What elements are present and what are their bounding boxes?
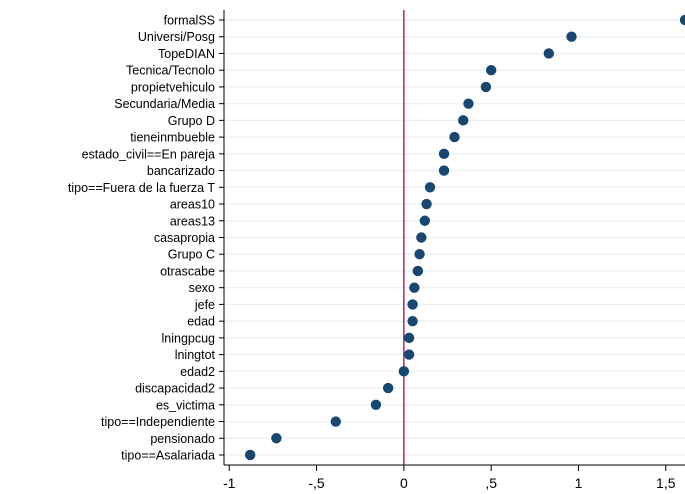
category-label: formalSS: [164, 14, 215, 28]
data-point: [458, 115, 469, 126]
category-label: bancarizado: [147, 164, 215, 178]
category-label: edad: [187, 315, 215, 329]
category-label: tipo==Asalariada: [121, 448, 215, 462]
data-point: [398, 366, 410, 377]
data-point: [566, 31, 577, 42]
data-point: [403, 332, 415, 344]
category-label: tipo==Independiente: [101, 415, 215, 429]
data-point: [412, 265, 424, 277]
data-point: [438, 165, 450, 176]
data-point: [244, 449, 256, 461]
category-label: pensionado: [150, 432, 215, 446]
category-label: Grupo C: [168, 248, 215, 262]
gridlines: [224, 19, 685, 456]
x-tick-label: 1,5: [656, 475, 676, 491]
x-tick-label: 0: [400, 475, 408, 491]
category-label: estado_civil==En pareja: [82, 147, 215, 161]
data-point: [409, 282, 420, 293]
data-point: [679, 14, 685, 26]
data-point: [543, 48, 554, 59]
data-point: [449, 131, 460, 143]
data-point: [403, 349, 415, 360]
category-label: jefe: [194, 298, 215, 312]
x-tick-label: -1: [223, 475, 236, 491]
category-label: TopeDIAN: [158, 47, 215, 61]
category-label: sexo: [189, 281, 215, 295]
category-label: otrascabe: [160, 264, 215, 278]
data-point: [382, 382, 394, 394]
category-label: Grupo D: [168, 114, 215, 128]
data-point: [370, 399, 382, 410]
data-point: [419, 215, 431, 226]
data-point: [421, 198, 432, 210]
data-points: [244, 14, 685, 461]
data-point: [485, 64, 497, 76]
category-label: lningpcug: [161, 331, 215, 345]
data-point: [438, 148, 450, 160]
category-label: lningtot: [175, 348, 216, 362]
data-point: [463, 98, 474, 109]
category-labels: formalSS Universi/Posg TopeDIAN Tecnica/Tec…: [68, 14, 216, 463]
category-label: tipo==Fuera de la fuerza T: [68, 181, 215, 195]
category-label: es_victima: [156, 398, 215, 412]
data-point: [271, 433, 282, 444]
category-label: Tecnica/Tecnolo: [126, 64, 215, 78]
data-point: [414, 249, 425, 260]
data-point: [424, 182, 436, 193]
data-point: [480, 81, 492, 93]
category-label: Secundaria/Media: [114, 97, 215, 111]
data-point: [407, 315, 418, 327]
data-point: [330, 416, 341, 427]
category-label: Universi/Posg: [138, 30, 215, 44]
x-tick-label: ,5: [485, 475, 497, 491]
category-label: areas10: [170, 198, 215, 212]
x-tick-label: 1: [575, 475, 583, 491]
category-label: edad2: [180, 365, 215, 379]
category-label: discapacidad2: [135, 382, 215, 396]
category-label: tieneinmbueble: [130, 131, 215, 145]
x-tick-label: -,5: [308, 475, 325, 491]
category-label: casapropia: [154, 231, 215, 245]
data-point: [407, 299, 418, 310]
x-axis-ticks: -1 -,5 0 ,5 1 1,5: [223, 465, 676, 491]
category-label: areas13: [170, 214, 215, 228]
category-label: propietvehiculo: [131, 80, 215, 94]
axes: [219, 10, 685, 466]
data-point: [416, 232, 427, 243]
